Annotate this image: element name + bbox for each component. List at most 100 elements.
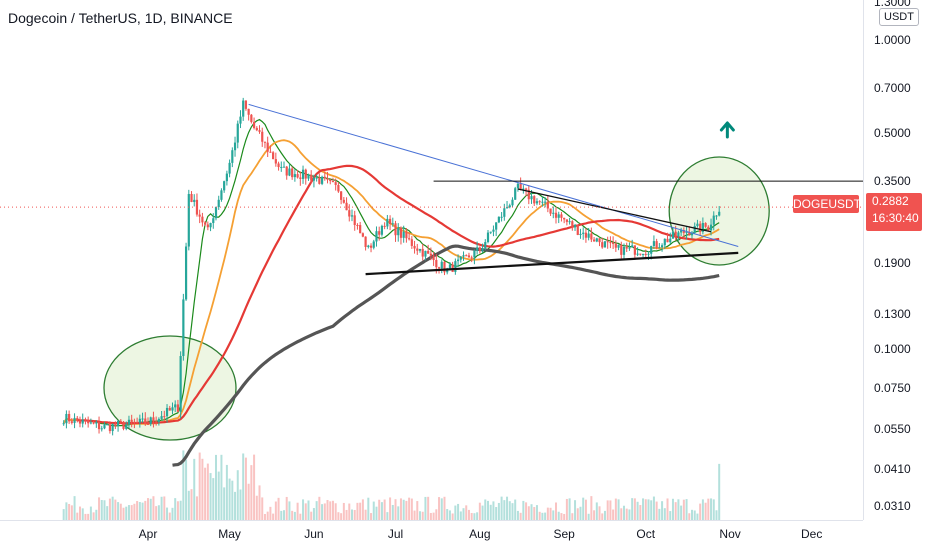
volume-bar xyxy=(633,498,636,520)
candle-body xyxy=(372,241,375,248)
candle-body xyxy=(465,255,468,257)
volume-bar xyxy=(552,510,555,520)
volume-bar xyxy=(704,502,707,520)
volume-bar xyxy=(106,506,109,520)
candle-body xyxy=(514,188,517,200)
volume-bar xyxy=(149,498,152,520)
candle-body xyxy=(609,242,612,244)
volume-bar xyxy=(171,507,174,520)
candle-body xyxy=(155,421,158,423)
candle-body xyxy=(565,219,568,222)
volume-bar xyxy=(563,513,566,520)
candle-body xyxy=(114,423,117,426)
candle-body xyxy=(280,166,283,168)
volume-bar xyxy=(138,502,141,520)
candle-body xyxy=(660,245,664,248)
volume-bar xyxy=(244,457,247,520)
candle-body xyxy=(369,245,373,248)
volume-bar xyxy=(671,498,674,520)
volume-bar xyxy=(334,503,337,520)
volume-bar xyxy=(625,508,628,520)
volume-bar xyxy=(391,504,394,520)
candle-body xyxy=(174,404,177,408)
candle-body xyxy=(206,224,209,228)
ma-slow-line xyxy=(172,244,720,467)
volume-bar xyxy=(160,496,163,520)
volume-bar xyxy=(380,502,383,520)
candle-body xyxy=(217,199,220,208)
volume-bar xyxy=(293,511,296,520)
volume-bar xyxy=(565,498,568,520)
candle-body xyxy=(410,239,413,246)
volume-bar xyxy=(647,499,650,520)
volume-bar xyxy=(462,508,465,520)
up-arrow-icon xyxy=(719,121,735,139)
volume-bar xyxy=(644,499,647,520)
candle-body xyxy=(473,250,476,258)
candle-body xyxy=(323,176,326,179)
candle-body xyxy=(141,418,144,420)
candle-body xyxy=(223,181,226,191)
currency-unit-button[interactable]: USDT xyxy=(879,8,919,26)
volume-bar xyxy=(603,510,606,520)
volume-bar xyxy=(187,490,190,520)
volume-bar xyxy=(576,508,579,520)
candle-body xyxy=(652,241,656,246)
candle-body xyxy=(340,191,343,200)
volume-bar xyxy=(484,499,487,520)
price-axis[interactable] xyxy=(863,0,932,520)
volume-bar xyxy=(375,506,378,520)
candle-body xyxy=(84,419,87,421)
volume-bar xyxy=(500,496,503,520)
annotation-circles xyxy=(103,156,770,441)
ma-medium-line xyxy=(62,139,720,425)
volume-bar xyxy=(614,498,617,520)
volume-bar xyxy=(291,510,294,520)
volume-bar xyxy=(448,510,451,520)
volume-bar xyxy=(198,452,201,520)
volume-bar xyxy=(274,501,277,520)
candle-body xyxy=(500,216,503,218)
candle-body xyxy=(427,250,430,254)
volume-bar xyxy=(516,510,519,520)
volume-bar xyxy=(209,473,212,520)
volume-bar xyxy=(451,513,454,520)
volume-bar xyxy=(693,510,696,520)
candle-body xyxy=(669,238,672,243)
candle-body xyxy=(378,231,381,235)
volume-bar xyxy=(351,509,353,520)
volume-bar xyxy=(84,513,87,520)
candle-body xyxy=(269,151,272,153)
candle-body xyxy=(481,248,484,251)
candle-body xyxy=(519,183,522,190)
candle-body xyxy=(184,246,188,300)
candle-body xyxy=(674,231,677,237)
volume-bar xyxy=(642,498,645,520)
candle-body xyxy=(413,245,416,249)
candle-body xyxy=(334,182,337,185)
candle-body xyxy=(304,169,307,179)
volume-bar xyxy=(62,509,65,520)
volume-bar xyxy=(73,496,76,520)
volume-bar xyxy=(623,505,625,520)
candle-body xyxy=(628,247,631,249)
candle-body xyxy=(73,417,76,423)
candle-body xyxy=(704,222,707,227)
volume-bar xyxy=(560,513,563,520)
candle-body xyxy=(182,299,185,356)
candle-body xyxy=(568,221,571,223)
volume-bar xyxy=(163,496,166,520)
volume-bar xyxy=(538,511,541,520)
candle-body xyxy=(277,163,280,168)
candle-body xyxy=(125,424,128,429)
volume-bar xyxy=(699,503,702,520)
volume-bar xyxy=(133,503,136,520)
x-tick-label: Aug xyxy=(469,527,491,541)
volume-bar xyxy=(340,513,343,520)
volume-bar xyxy=(459,511,462,520)
volume-bar xyxy=(261,497,264,520)
volume-bar xyxy=(215,454,217,520)
volume-bar xyxy=(144,500,147,520)
volume-bar xyxy=(255,495,258,520)
